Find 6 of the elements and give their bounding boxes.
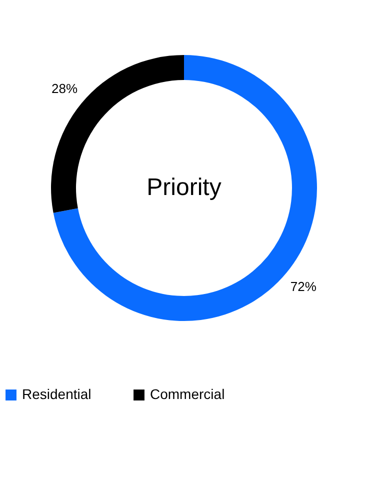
data-label: 28%: [52, 81, 78, 96]
donut-slice: [53, 55, 317, 321]
data-label: 72%: [290, 278, 317, 294]
text: Priority: [146, 174, 222, 201]
legend-label: Residential: [22, 386, 92, 402]
legend-label: Commercial: [150, 386, 225, 402]
